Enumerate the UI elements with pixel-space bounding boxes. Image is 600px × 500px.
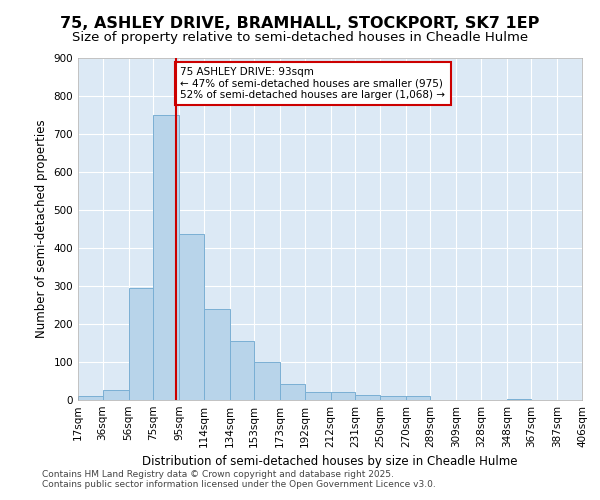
Bar	[153, 114, 179, 400]
Text: Size of property relative to semi-detached houses in Cheadle Hulme: Size of property relative to semi-detach…	[72, 31, 528, 44]
Bar	[103, 390, 128, 400]
Bar	[280, 384, 305, 400]
Bar	[331, 392, 355, 400]
Bar	[355, 395, 380, 400]
Text: Contains HM Land Registry data © Crown copyright and database right 2025.
Contai: Contains HM Land Registry data © Crown c…	[42, 470, 436, 489]
Bar	[179, 234, 203, 400]
Bar	[406, 396, 430, 400]
Bar	[78, 396, 103, 400]
Y-axis label: Number of semi-detached properties: Number of semi-detached properties	[35, 120, 48, 338]
X-axis label: Distribution of semi-detached houses by size in Cheadle Hulme: Distribution of semi-detached houses by …	[142, 456, 518, 468]
Bar	[203, 308, 230, 400]
Bar	[507, 399, 532, 400]
Bar	[230, 341, 254, 400]
Bar	[380, 396, 406, 400]
Text: 75, ASHLEY DRIVE, BRAMHALL, STOCKPORT, SK7 1EP: 75, ASHLEY DRIVE, BRAMHALL, STOCKPORT, S…	[61, 16, 539, 31]
Bar	[305, 392, 331, 400]
Text: 75 ASHLEY DRIVE: 93sqm
← 47% of semi-detached houses are smaller (975)
52% of se: 75 ASHLEY DRIVE: 93sqm ← 47% of semi-det…	[181, 67, 445, 100]
Bar	[128, 288, 153, 400]
Bar	[254, 362, 280, 400]
